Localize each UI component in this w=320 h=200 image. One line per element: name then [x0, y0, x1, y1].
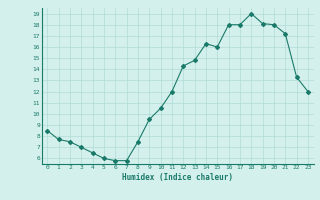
X-axis label: Humidex (Indice chaleur): Humidex (Indice chaleur): [122, 173, 233, 182]
